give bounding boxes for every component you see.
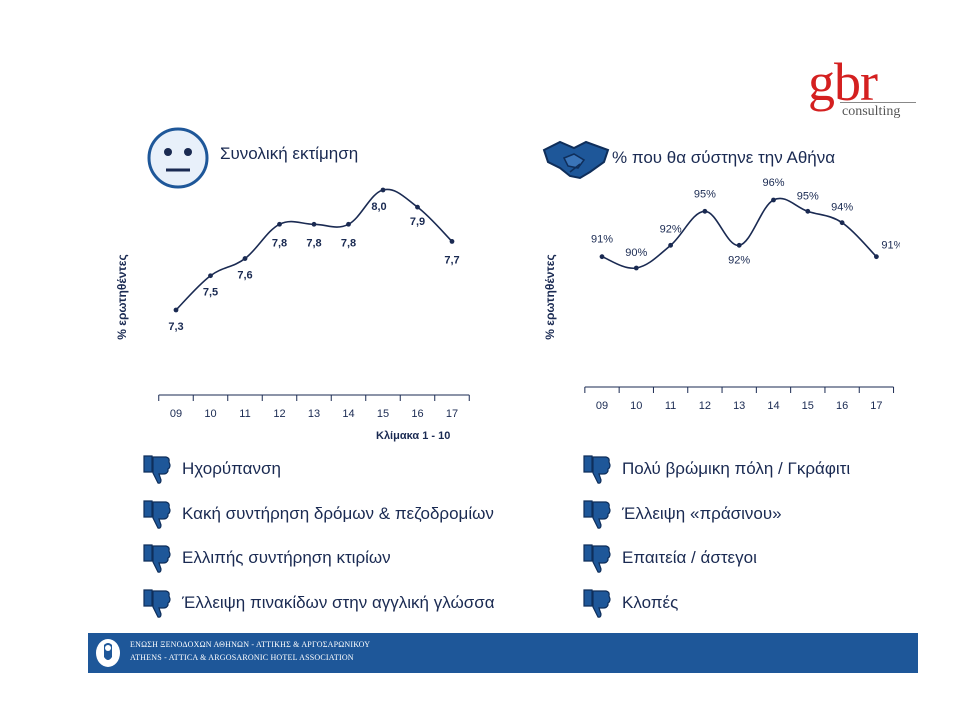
data-label: 91%: [591, 234, 613, 246]
logo-divider: [840, 102, 916, 103]
x-tick-label: 12: [273, 408, 285, 420]
data-point: [874, 254, 879, 260]
data-point: [173, 307, 179, 313]
x-tick-label: 17: [446, 408, 458, 420]
left-chart-ylabel: % ερωτηθέντες: [115, 254, 129, 340]
issue-item: Επαιτεία / άστεγοι: [580, 541, 757, 575]
x-tick-label: 09: [170, 408, 182, 420]
data-point: [311, 221, 317, 227]
x-tick-label: 10: [630, 400, 642, 412]
handshake-icon: [542, 140, 610, 180]
left-line-chart: 09 10 11 12 13 14 15 16 17 7,3 7,5 7,6 7,8 7,8 7,8 8,0 7…: [158, 187, 470, 420]
issue-text: Έλλειψη πινακίδων στην αγγλική γλώσσα: [182, 592, 495, 612]
thumbs-down-icon: [143, 588, 171, 618]
thumbs-down-icon: [143, 455, 171, 484]
x-tick-label: 13: [733, 400, 745, 412]
issue-text: Κλοπές: [622, 592, 679, 612]
x-tick-label: 14: [342, 408, 354, 420]
issue-text: Ελλιπής συντήρηση κτιρίων: [182, 548, 391, 567]
x-tick-label: 16: [411, 408, 423, 420]
issue-text: Πολύ βρώμικη πόλη / Γκράφιτι: [622, 459, 851, 478]
data-point: [277, 221, 282, 227]
data-point: [702, 208, 708, 214]
data-label: 7,8: [306, 237, 321, 249]
x-tick-label: 15: [377, 408, 389, 420]
data-point: [771, 197, 776, 203]
data-label: 95%: [797, 190, 819, 202]
x-tick-label: 17: [870, 400, 882, 412]
data-label: 7,5: [203, 287, 218, 299]
data-label: 7,8: [272, 237, 287, 249]
data-label: 91%: [881, 240, 900, 252]
gbr-logo: gbr consulting: [804, 52, 924, 122]
data-label: 7,8: [341, 237, 356, 249]
data-label: 92%: [728, 254, 750, 266]
logo-main-text: gbr: [808, 52, 878, 112]
footer-line-greek: ΕΝΩΣΗ ΞΕΝΟΔΟΧΩΝ ΑΘΗΝΩΝ - ΑΤΤΙΚΗΣ & ΑΡΓΟΣ…: [130, 640, 371, 649]
data-label: 94%: [831, 202, 853, 214]
issue-item: Κλοπές: [580, 586, 678, 620]
issue-item: Έλλειψη πινακίδων στην αγγλική γλώσσα: [140, 586, 495, 620]
data-point: [242, 256, 248, 261]
right-chart-title: % που θα σύστηνε την Αθήνα: [612, 148, 836, 167]
issue-item: Ηχορύπανση: [140, 452, 281, 486]
issue-text: Επαιτεία / άστεγοι: [622, 548, 757, 567]
issue-text: Έλλειψη «πράσινου»: [622, 503, 782, 523]
x-tick-label: 13: [308, 408, 320, 420]
data-point: [415, 204, 420, 210]
data-point: [736, 242, 742, 248]
data-point: [346, 221, 351, 227]
thumbs-down-icon: [583, 544, 611, 573]
issue-item: Πολύ βρώμικη πόλη / Γκράφιτι: [580, 452, 850, 486]
data-label: 8,0: [371, 201, 386, 213]
data-point: [599, 254, 605, 260]
thumbs-down-icon: [583, 588, 611, 618]
logo-sub-text: consulting: [842, 104, 901, 119]
scale-note: Κλίμακα 1 - 10: [376, 430, 451, 442]
thumbs-down-icon: [143, 499, 171, 529]
data-label: 7,3: [168, 321, 183, 333]
right-line-chart: 09 10 11 12 13 14 15 16 17 91% 90% 92% 95% 92% 96% 95% 9…: [584, 177, 900, 412]
data-label: 95%: [694, 188, 716, 200]
data-point: [449, 239, 455, 244]
issue-text: Ηχορύπανση: [182, 459, 281, 478]
data-point: [668, 242, 673, 248]
association-emblem-icon: [96, 639, 120, 667]
x-tick-label: 12: [699, 400, 711, 412]
x-tick-label: 16: [836, 400, 848, 412]
x-tick-label: 15: [802, 400, 814, 412]
issue-item: Κακή συντήρηση δρόμων & πεζοδρομίων: [140, 497, 494, 531]
issue-item: Ελλιπής συντήρηση κτιρίων: [140, 541, 391, 575]
footer-bar: ΕΝΩΣΗ ΞΕΝΟΔΟΧΩΝ ΑΘΗΝΩΝ - ΑΤΤΙΚΗΣ & ΑΡΓΟΣ…: [88, 633, 918, 673]
x-tick-label: 09: [596, 400, 608, 412]
thumbs-down-icon: [583, 455, 611, 484]
footer-line-english: ATHENS - ATTICA & ARGOSARONIC HOTEL ASSO…: [130, 653, 354, 662]
data-label: 92%: [660, 223, 682, 235]
data-label: 7,9: [410, 216, 425, 228]
data-point: [805, 208, 811, 214]
x-tick-label: 14: [767, 400, 779, 412]
x-tick-label: 10: [204, 408, 216, 420]
issue-item: Έλλειψη «πράσινου»: [580, 497, 782, 531]
data-label: 96%: [762, 177, 784, 189]
left-chart-title: Συνολική εκτίμηση: [220, 144, 359, 163]
data-point: [839, 220, 845, 226]
data-label: 90%: [625, 247, 647, 259]
data-point: [380, 187, 386, 193]
right-chart-ylabel: % ερωτηθέντες: [543, 254, 557, 340]
data-label: 7,7: [444, 254, 459, 266]
data-label: 7,6: [237, 270, 252, 282]
data-point: [208, 273, 213, 279]
x-tick-label: 11: [665, 400, 676, 412]
x-tick-label: 11: [239, 408, 250, 420]
data-point: [633, 265, 639, 271]
thumbs-down-icon: [583, 499, 611, 529]
issue-text: Κακή συντήρηση δρόμων & πεζοδρομίων: [182, 503, 494, 523]
neutral-face-icon: [147, 127, 209, 189]
thumbs-down-icon: [143, 544, 171, 573]
